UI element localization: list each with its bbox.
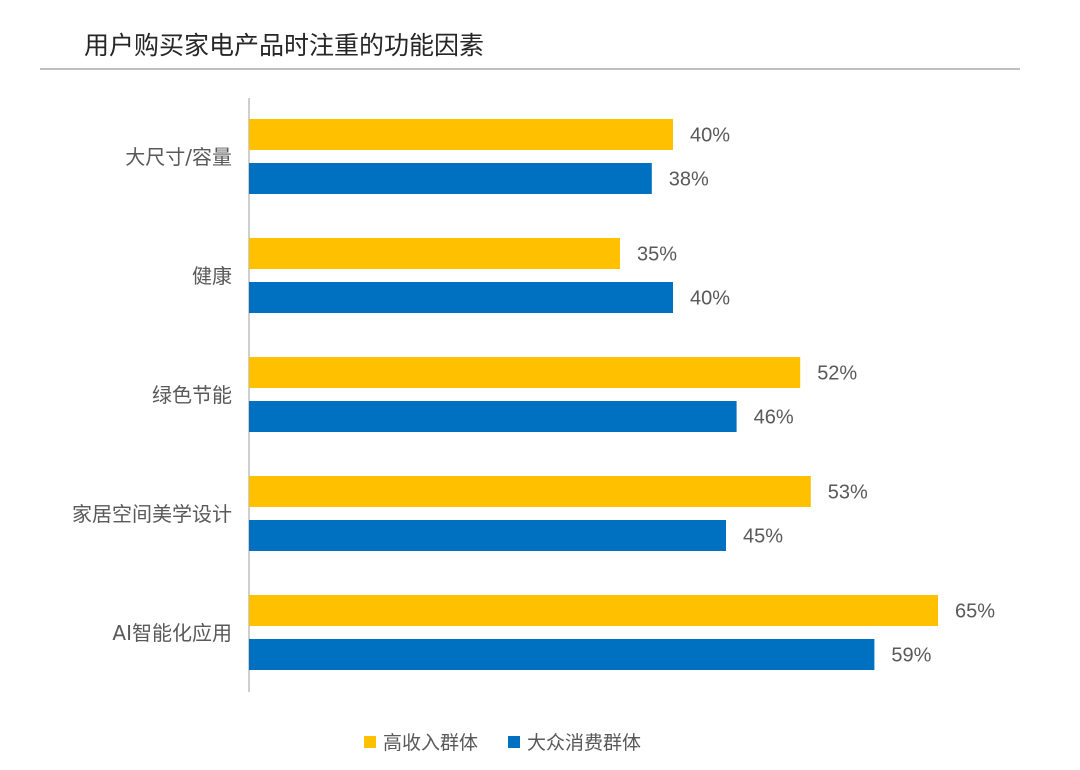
data-label: 46%: [754, 407, 794, 429]
bar-high-income: [249, 595, 938, 626]
data-label: 65%: [955, 601, 995, 623]
legend-label: 大众消费群体: [527, 732, 641, 754]
bar-mass-consumer: [249, 282, 673, 313]
category-label: 健康: [192, 264, 232, 288]
data-label: 45%: [743, 526, 783, 548]
bar-high-income: [249, 238, 620, 269]
legend: 高收入群体 大众消费群体: [364, 732, 641, 754]
data-label: 40%: [690, 125, 730, 147]
legend-swatch: [364, 736, 376, 748]
legend-label: 高收入群体: [383, 732, 478, 754]
bar-high-income: [249, 119, 673, 150]
category-label: AI智能化应用: [112, 621, 232, 645]
bar-mass-consumer: [249, 520, 726, 551]
data-label: 35%: [637, 244, 677, 266]
bar-high-income: [249, 476, 811, 507]
data-label: 38%: [669, 169, 709, 191]
category-label: 绿色节能: [152, 383, 232, 407]
bar-mass-consumer: [249, 639, 875, 670]
bar-high-income: [249, 357, 801, 388]
category-label: 大尺寸/容量: [125, 145, 232, 169]
chart-title: 用户购买家电产品时注重的功能因素: [84, 31, 485, 60]
data-label: 40%: [690, 288, 730, 310]
bar-mass-consumer: [249, 163, 652, 194]
title-divider: [40, 68, 1020, 70]
data-label: 53%: [828, 482, 868, 504]
legend-swatch: [508, 736, 520, 748]
data-label: 59%: [891, 645, 931, 667]
data-label: 52%: [817, 363, 857, 385]
category-label: 家居空间美学设计: [72, 502, 232, 526]
bar-mass-consumer: [249, 401, 737, 432]
